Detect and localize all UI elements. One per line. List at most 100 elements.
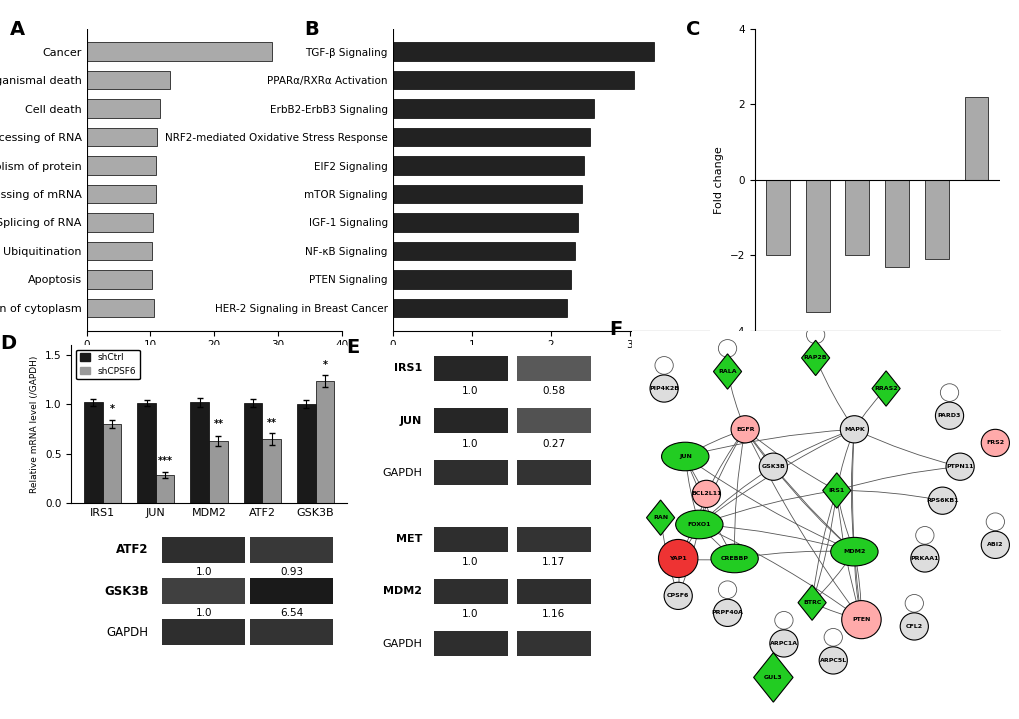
Text: 0.58: 0.58 (541, 387, 565, 396)
Text: C: C (686, 19, 700, 39)
Text: PTEN: PTEN (852, 617, 870, 622)
Text: ATF2: ATF2 (116, 543, 149, 557)
Text: CPSF6: CPSF6 (666, 593, 689, 598)
Bar (315, 381, 334, 503)
Text: BCL2L11: BCL2L11 (691, 491, 720, 496)
Circle shape (840, 416, 867, 443)
Text: JUN: JUN (399, 416, 422, 426)
Bar (84, 403, 103, 503)
Bar (392, 71, 633, 89)
Text: BTRC: BTRC (802, 600, 820, 605)
Bar (433, 408, 507, 433)
Circle shape (731, 416, 758, 443)
X-axis label: -log(p-value): -log(p-value) (515, 356, 586, 366)
Bar (516, 408, 590, 433)
Bar (251, 619, 333, 646)
Text: MDM2: MDM2 (383, 587, 422, 596)
Bar (162, 578, 245, 604)
Bar (87, 156, 156, 175)
Text: **: ** (213, 419, 223, 429)
Bar (516, 631, 590, 656)
Y-axis label: Fold change: Fold change (713, 146, 723, 214)
Polygon shape (753, 653, 793, 702)
Text: ARPC5L: ARPC5L (819, 658, 846, 663)
Text: A: A (10, 19, 25, 39)
Polygon shape (871, 371, 900, 406)
Circle shape (663, 582, 692, 610)
Bar (433, 356, 507, 381)
Text: ABI2: ABI2 (986, 542, 1003, 547)
Text: GAPDH: GAPDH (106, 626, 149, 639)
Text: MAPK: MAPK (843, 427, 864, 432)
Text: GAPDH: GAPDH (382, 638, 422, 649)
Circle shape (649, 375, 678, 402)
Text: RRAS2: RRAS2 (873, 386, 897, 391)
Circle shape (692, 480, 719, 508)
Bar (845, 180, 868, 255)
Polygon shape (712, 354, 741, 389)
Text: 1.0: 1.0 (196, 608, 212, 618)
Bar (516, 527, 590, 552)
Text: IRS1: IRS1 (393, 364, 422, 373)
Bar (516, 579, 590, 604)
Circle shape (758, 453, 787, 480)
Text: 0.27: 0.27 (541, 439, 565, 449)
Text: PRKAA1: PRKAA1 (910, 556, 938, 561)
Text: 1.0: 1.0 (462, 387, 478, 396)
Text: GAPDH: GAPDH (382, 468, 422, 477)
Text: MET: MET (395, 534, 422, 544)
Text: 0.93: 0.93 (280, 567, 303, 577)
Polygon shape (646, 500, 674, 536)
Text: GSK3B: GSK3B (104, 585, 149, 597)
Circle shape (658, 539, 697, 577)
Text: **: ** (266, 418, 276, 428)
Bar (209, 441, 227, 503)
Bar (191, 403, 209, 503)
Bar (87, 270, 152, 288)
Text: GUL3: GUL3 (763, 675, 782, 680)
Bar (251, 536, 333, 563)
Ellipse shape (829, 537, 877, 566)
Text: E: E (345, 338, 359, 357)
Bar (156, 475, 174, 503)
Bar (162, 619, 245, 646)
Bar (162, 536, 245, 563)
Bar (805, 180, 828, 312)
Circle shape (841, 600, 880, 638)
Legend: shCtrl, shCPSF6: shCtrl, shCPSF6 (75, 349, 140, 380)
Bar (392, 185, 582, 203)
Text: FOXO1: FOXO1 (687, 522, 710, 527)
Bar (297, 404, 315, 503)
Bar (87, 128, 157, 147)
Polygon shape (797, 585, 825, 620)
Ellipse shape (675, 510, 722, 539)
Text: 1.0: 1.0 (462, 610, 478, 619)
Circle shape (769, 630, 797, 657)
Text: PIP4K2B: PIP4K2B (648, 386, 679, 391)
Text: PRPF40A: PRPF40A (711, 610, 743, 615)
Bar (433, 527, 507, 552)
Bar (516, 460, 590, 485)
Text: 6.54: 6.54 (280, 608, 303, 618)
Bar (87, 213, 153, 232)
Text: *: * (109, 404, 114, 414)
Text: YAP1: YAP1 (668, 556, 687, 561)
Text: CREBBP: CREBBP (719, 556, 748, 561)
Text: GSK3B: GSK3B (760, 464, 785, 470)
Text: FRS2: FRS2 (985, 441, 1004, 445)
Text: ***: *** (158, 456, 172, 466)
Bar (433, 579, 507, 604)
Bar (392, 270, 570, 288)
Polygon shape (822, 473, 850, 508)
Text: MDM2: MDM2 (843, 549, 865, 554)
Text: RALA: RALA (717, 369, 736, 374)
Bar (392, 213, 578, 232)
Bar (137, 403, 156, 503)
Text: 1.17: 1.17 (541, 557, 565, 567)
Circle shape (900, 613, 927, 640)
Bar (964, 97, 987, 180)
Text: B: B (304, 19, 319, 39)
Bar (392, 128, 590, 147)
Bar (103, 424, 121, 503)
Bar (392, 42, 653, 61)
